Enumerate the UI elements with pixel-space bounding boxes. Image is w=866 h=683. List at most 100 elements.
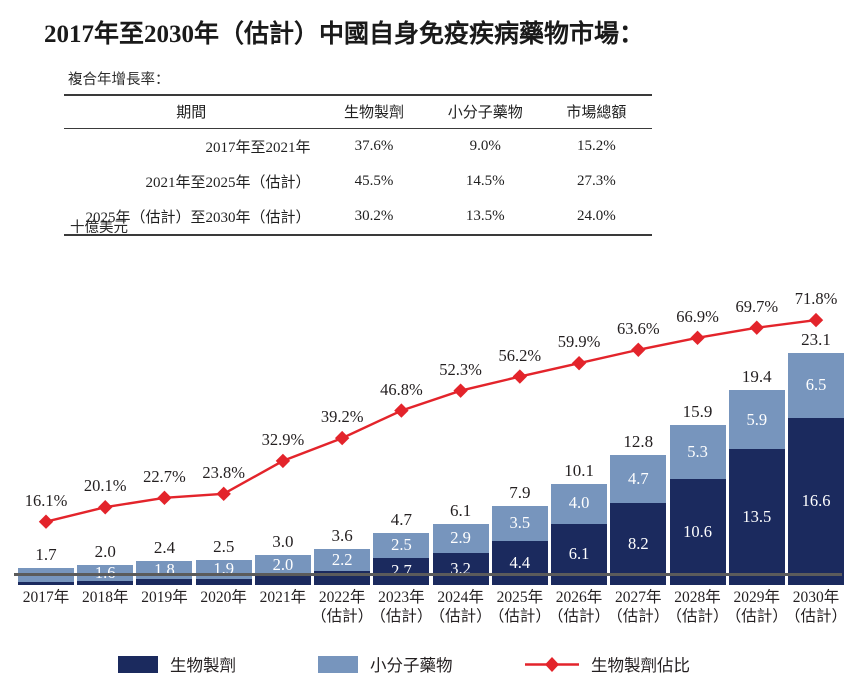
bar-value-label-small-molecule: 3.5 xyxy=(509,512,531,532)
legend-diamond-marker-icon xyxy=(525,656,579,673)
x-axis-tick-year: 2026年 xyxy=(555,589,603,606)
bar-group[interactable]: 16.6 6.5 23.1 xyxy=(788,330,844,585)
percentage-data-point-marker[interactable] xyxy=(690,330,705,346)
percentage-data-point-marker[interactable] xyxy=(98,500,113,515)
bar-value-label-biologics: 13.5 xyxy=(742,506,772,526)
percentage-data-point-marker[interactable] xyxy=(808,312,824,328)
x-axis-tick-year: 2018年 xyxy=(81,589,129,606)
legend-label-biologics-share: 生物製劑佔比 xyxy=(591,656,690,675)
percentage-data-point-marker[interactable] xyxy=(571,355,587,371)
x-axis-tick-estimate: （估計） xyxy=(311,608,374,626)
percentage-data-point-marker[interactable] xyxy=(512,369,528,384)
bar-segment-biologics[interactable]: 0.6 xyxy=(136,578,193,585)
x-axis-tick-year: 2030年 xyxy=(792,589,840,606)
bar-segment-biologics[interactable]: 10.6 xyxy=(669,478,726,585)
percentage-value-label: 69.7% xyxy=(735,296,779,316)
unit-label: 十億美元 xyxy=(70,220,128,236)
bar-segment-biologics[interactable]: 0.3 xyxy=(18,582,74,585)
percentage-data-point-marker[interactable] xyxy=(216,486,231,502)
diamond-marker-icon xyxy=(525,656,579,672)
x-axis-tick-estimate: （估計） xyxy=(370,608,433,626)
percentage-data-point-marker[interactable] xyxy=(749,320,764,335)
bar-group[interactable]: 3.2 2.9 6.1 xyxy=(432,501,489,585)
bar-segment-biologics[interactable]: 0.6 xyxy=(195,578,252,585)
bar-value-label-biologics: 3.2 xyxy=(450,558,471,578)
bar-group[interactable]: 4.4 3.5 7.9 xyxy=(491,483,548,585)
percentage-data-point-marker[interactable] xyxy=(275,453,291,469)
legend-label-small-molecule: 小分子藥物 xyxy=(370,656,453,675)
bar-segment-small-molecule[interactable]: 6.5 xyxy=(788,353,844,419)
percentage-value-label: 52.3% xyxy=(439,359,482,379)
bar-total-label: 2.5 xyxy=(213,536,235,556)
x-axis-line xyxy=(14,573,842,576)
percentage-data-point-marker[interactable] xyxy=(394,403,409,418)
percentage-data-point-marker[interactable] xyxy=(631,342,646,357)
x-axis-tick-year: 2020年 xyxy=(200,589,247,606)
cagr-header-small: 小分子藥物 xyxy=(447,105,523,121)
bar-total-label: 4.7 xyxy=(390,509,412,529)
bar-segment-biologics[interactable]: 16.6 xyxy=(788,418,844,585)
percentage-data-point-marker[interactable] xyxy=(453,383,468,398)
bar-value-label-small-molecule: 4.7 xyxy=(627,468,649,488)
bar-group[interactable]: 10.6 5.3 15.9 xyxy=(669,402,726,585)
bar-total-label: 12.8 xyxy=(623,432,654,452)
cagr-table-body: 2017年至2021年 37.6% 9.0% 15.2% 2021年至2025年… xyxy=(64,129,652,235)
x-axis-tick-label: 2023年 （估計） xyxy=(370,588,432,627)
bar-segment-biologics[interactable]: 3.2 xyxy=(432,552,489,585)
percentage-value-label: 32.9% xyxy=(261,429,305,449)
percentage-data-point-marker[interactable] xyxy=(157,490,172,506)
legend-item-small-molecule[interactable]: 小分子藥物 xyxy=(318,652,453,676)
percentage-data-point-marker[interactable] xyxy=(38,514,54,529)
x-axis-tick-estimate: （估計） xyxy=(429,608,492,626)
x-axis-tick-label: 2028年 （估計） xyxy=(667,588,729,627)
x-axis-tick-year: 2023年 xyxy=(378,589,425,606)
table-row: 2021年至2025年（估計） 45.5% 14.5% 27.3% xyxy=(64,164,652,199)
bar-segment-small-molecule[interactable]: 4.7 xyxy=(610,455,667,503)
bar-segment-small-molecule[interactable]: 4.0 xyxy=(551,483,608,524)
cagr-cell-total: 27.3% xyxy=(577,173,616,189)
bar-segment-biologics[interactable]: 13.5 xyxy=(728,449,785,585)
bar-segment-small-molecule[interactable]: 2.5 xyxy=(373,532,430,558)
x-axis-tick-year: 2027年 xyxy=(615,589,662,606)
percentage-value-label: 22.7% xyxy=(143,466,186,486)
bar-group[interactable]: 1.02.0 3.0 xyxy=(254,532,311,585)
bar-segment-small-molecule[interactable]: 2.9 xyxy=(432,523,489,553)
percentage-value-label: 39.2% xyxy=(320,407,364,427)
bar-segment-biologics[interactable]: 8.2 xyxy=(610,502,667,585)
bar-value-label-small-molecule: 5.3 xyxy=(687,441,708,461)
bar-segment-small-molecule[interactable]: 2.2 xyxy=(314,548,371,571)
bar-group[interactable]: 0.41.6 2.0 xyxy=(77,542,134,585)
bar-total-label: 10.1 xyxy=(564,460,594,480)
x-axis-tick-label: 2027年 （估計） xyxy=(607,588,669,627)
percentage-data-point-marker[interactable] xyxy=(334,430,350,446)
bar-segment-biologics[interactable]: 0.4 xyxy=(77,580,134,585)
bar-segment-small-molecule[interactable]: 5.9 xyxy=(728,390,785,450)
legend-item-biologics[interactable]: 生物製劑 xyxy=(118,652,236,676)
bar-group[interactable]: 8.2 4.7 12.8 xyxy=(610,432,667,585)
cagr-table-block: 複合年增長率： 期間 生物製劑 小分子藥物 市場總額 2017年至2021年 3… xyxy=(64,68,652,236)
x-axis-tick-label: 2025年 （估計） xyxy=(489,588,551,627)
cagr-cell-bio: 45.5% xyxy=(354,173,394,189)
cagr-cell-small: 9.0% xyxy=(469,138,501,154)
bar-segment-biologics[interactable]: 1.0 xyxy=(254,574,311,585)
bar-value-label-biologics: 10.6 xyxy=(683,521,712,541)
bar-total-label: 7.9 xyxy=(509,482,531,502)
legend-label-biologics: 生物製劑 xyxy=(170,656,236,675)
cagr-header-period: 期間 xyxy=(176,105,207,121)
percentage-value-label: 63.6% xyxy=(616,318,660,338)
bar-segment-small-molecule[interactable]: 1.6 xyxy=(77,564,134,581)
bar-segment-small-molecule[interactable]: 3.5 xyxy=(491,505,548,541)
bar-segment-biologics[interactable]: 4.4 xyxy=(491,540,548,585)
bar-segment-small-molecule[interactable]: 2.0 xyxy=(254,554,311,575)
cagr-header-row: 期間 生物製劑 小分子藥物 市場總額 xyxy=(64,95,652,129)
cagr-cell-bio: 37.6% xyxy=(354,138,394,154)
percentage-value-label: 59.9% xyxy=(557,332,601,352)
legend-item-biologics-share[interactable]: 生物製劑佔比 xyxy=(525,652,690,676)
x-axis-tick-label: 2021年 xyxy=(260,588,307,607)
cagr-table: 期間 生物製劑 小分子藥物 市場總額 2017年至2021年 37.6% 9.0… xyxy=(64,94,652,236)
bar-total-label: 2.4 xyxy=(153,537,176,557)
cagr-cell-small: 14.5% xyxy=(465,173,505,189)
bar-total-label: 23.1 xyxy=(801,330,831,349)
bar-segment-small-molecule[interactable]: 5.3 xyxy=(669,425,726,479)
bar-group[interactable]: 13.5 5.9 19.4 xyxy=(728,367,785,585)
